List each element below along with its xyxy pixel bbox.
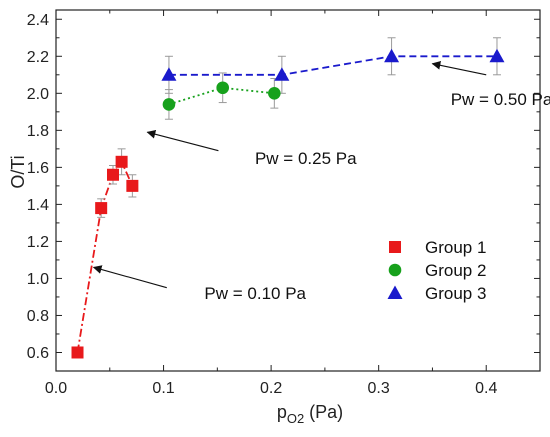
y-tick-label: 2.4 [27,12,49,29]
x-axis-title-unit: (Pa) [304,402,343,422]
x-axis-title-main: p [277,402,287,422]
legend-label: Group 1 [425,238,486,257]
data-point-square [95,202,108,215]
annotation-arrow [92,265,167,289]
x-tick-label: 0.4 [475,380,497,397]
plot-frame [55,9,541,372]
data-point-triangle [384,48,400,63]
y-axis-title: O/Ti [8,155,28,188]
data-point-square [107,168,120,181]
y-tick-label: 1.6 [27,160,49,177]
data-point-triangle [274,67,290,81]
annotation-label: Pw = 0.25 Pa [255,149,357,168]
annotation-arrow [431,60,487,76]
y-tick-label: 0.8 [27,308,49,325]
data-point-circle [216,81,230,95]
x-tick-label: 0.0 [45,380,67,397]
y-tick-label: 0.6 [27,345,49,362]
series-line-3 [168,55,497,76]
data-point-square [71,346,84,359]
series-lines [76,55,497,353]
annotations: Pw = 0.10 Pa Pw = 0.25 Pa Pw = 0.50 Pa [92,60,550,303]
x-tick-label: 0.3 [368,380,390,397]
legend-label: Group 2 [425,261,486,280]
data-point-triangle [489,48,505,63]
ticks-layer: 0.0 0.1 0.2 0.3 0.4 0.6 0.8 1.0 1.2 1.4 1.6 1.8 2.0 2… [27,10,541,397]
series-line-1 [76,159,134,353]
annotation-label: Pw = 0.50 Pa [451,90,550,109]
data-point-circle [162,98,176,111]
legend: Group 1 Group 2 Group 3 [387,238,486,303]
y-tick-label: 1.0 [27,271,49,288]
legend-marker [387,285,403,299]
y-tick-label: 1.2 [27,234,49,251]
x-tick-label: 0.2 [260,380,282,397]
y-tick-label: 2.2 [27,49,49,66]
data-point-triangle [161,67,177,81]
error-bars [97,37,501,218]
legend-label: Group 3 [425,284,486,303]
annotation-arrow [146,129,219,152]
data-point-square [115,155,128,168]
data-point-circle [268,87,281,100]
x-tick-label: 0.1 [152,380,174,397]
legend-marker [388,263,402,277]
legend-marker [389,241,401,253]
y-tick-label: 1.8 [27,123,49,140]
x-axis-title-sub: O2 [287,411,304,426]
y-tick-label: 1.4 [27,197,49,214]
data-point-square [126,179,139,192]
data-points [71,48,505,359]
x-axis-title: pO2 (Pa) [277,402,343,426]
annotation-label: Pw = 0.10 Pa [204,284,306,303]
plot-border [55,9,541,372]
y-tick-label: 2.0 [27,86,49,103]
